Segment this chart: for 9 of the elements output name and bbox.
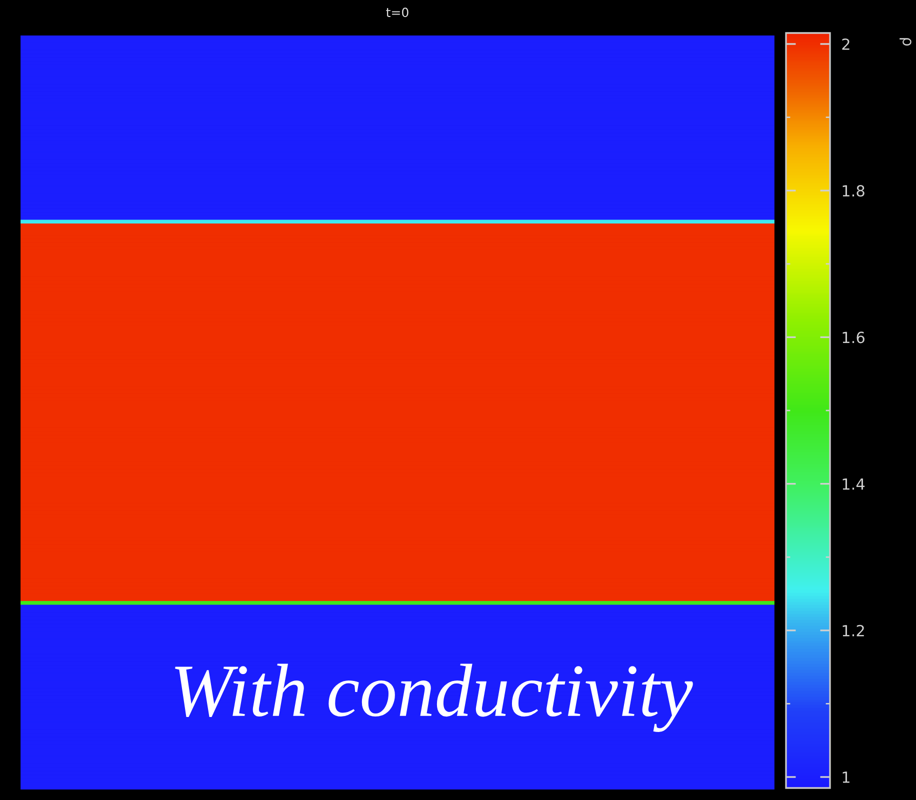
color-bar-label: 1.2 [842,624,864,636]
color-bar-label: 1.8 [842,185,864,197]
color-bar-label: 1.4 [842,478,865,490]
color-bar-label: 1 [842,772,850,783]
color-bar-label: 2 [842,38,850,50]
annotation: With conductivity [175,664,693,732]
chart-title: t=0 [386,8,408,18]
color-bar-title: ρ [900,38,912,46]
color-bar-label: 1.6 [842,332,864,344]
